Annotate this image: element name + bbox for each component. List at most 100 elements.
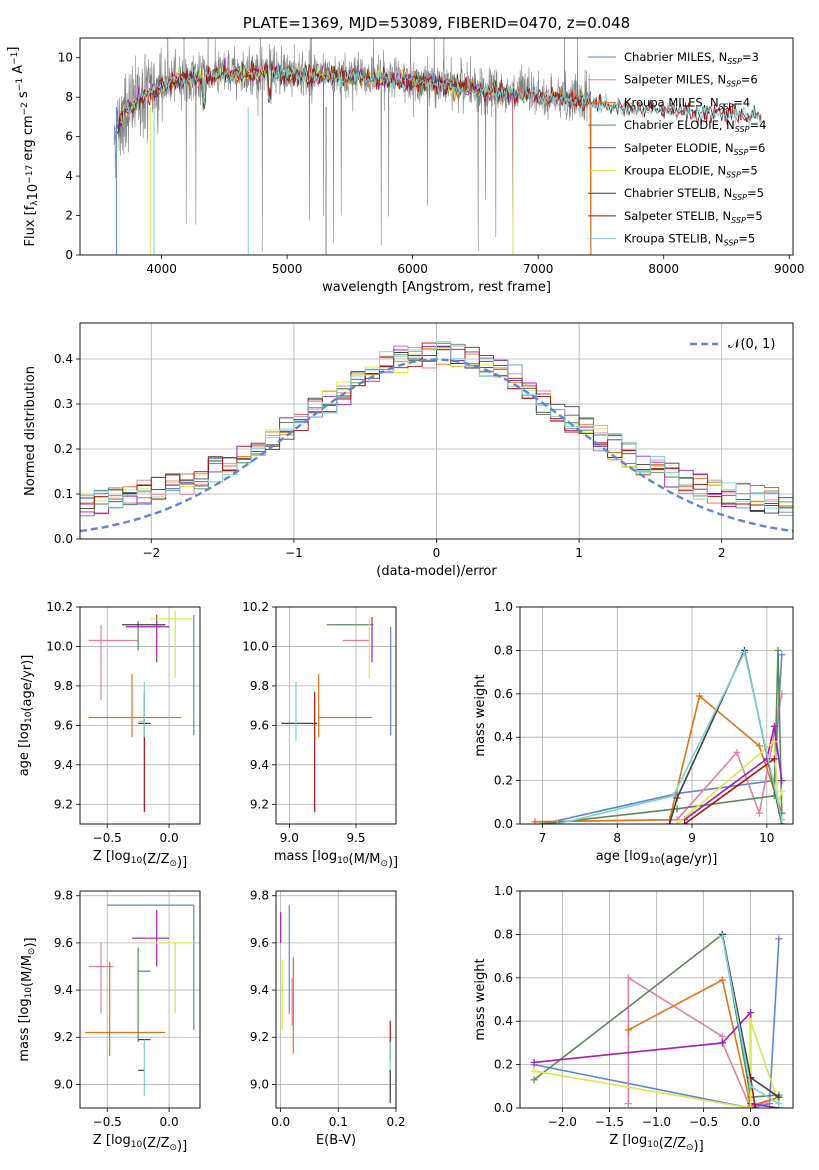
- error-point-2: [88, 674, 182, 738]
- x-tick-label: 0.0: [160, 831, 179, 845]
- legend-label-0: Chabrier MILES, NSSP=3: [624, 50, 759, 66]
- weight-marker: [531, 818, 539, 824]
- weight-marker: [775, 935, 783, 943]
- weight-line-2: [534, 695, 783, 823]
- plot-area: [80, 341, 793, 533]
- normal-curve: [80, 358, 793, 533]
- weight-marker: [755, 742, 763, 750]
- x-tick-label: 2: [718, 546, 726, 560]
- weight-marker: [778, 787, 786, 795]
- weight-marker: [770, 738, 778, 746]
- legend-label-3: Chabrier ELODIE, NSSP=4: [624, 118, 766, 134]
- y-tick-label: 10.2: [46, 600, 73, 614]
- weight-line-7: [684, 758, 775, 824]
- y-tick-label: 0.2: [494, 774, 513, 788]
- x-axis-label: mass [log10(M/M⊙)]: [274, 849, 398, 870]
- weight-marker: [733, 748, 741, 756]
- error-point-2: [84, 961, 166, 1057]
- weight-marker: [778, 777, 786, 785]
- y-tick-label: 1.0: [494, 600, 513, 614]
- x-tick-label: −1: [285, 546, 303, 560]
- weight-marker: [624, 1100, 632, 1108]
- y-tick-label: 0.3: [54, 397, 73, 411]
- x-axis-label: Z [log10(Z/Z⊙)]: [93, 1133, 187, 1154]
- error-point-0: [107, 904, 195, 1031]
- weight-marker: [770, 755, 778, 763]
- legend-label-4: Salpeter ELODIE, NSSP=6: [624, 141, 765, 157]
- axes-frame: [519, 606, 794, 825]
- axes-frame: [79, 37, 794, 256]
- y-tick-label: 9.2: [54, 797, 73, 811]
- weight-line-3: [533, 933, 779, 1098]
- x-tick-label: −2: [142, 546, 160, 560]
- weight-marker: [538, 820, 546, 824]
- y-tick-label: 9.6: [250, 936, 269, 950]
- overlay: 4000 5000 6000 7000 8000 9000 0 2 4 6 8 10 wavelengt…: [6, 14, 805, 295]
- panel-age-vs-Z: −0.5 0.0 9.2 9.4 9.6 9.8 10.0 10.2 Z [log10(Z/Z⊙…: [17, 600, 201, 870]
- error-point-8: [138, 681, 145, 738]
- weight-marker: [673, 820, 681, 824]
- overlay: −0.5 0.0 9.2 9.4 9.6 9.8 10.0 10.2 Z [log10(Z/Z⊙…: [17, 600, 201, 870]
- weight-marker: [718, 976, 726, 984]
- y-tick-label: 9.8: [250, 679, 269, 693]
- weight-line-5: [676, 740, 783, 824]
- weight-marker: [553, 820, 561, 824]
- y-tick-label: 0.2: [494, 1058, 513, 1072]
- axes-frame: [79, 606, 201, 825]
- y-tick-label: 9.2: [54, 1030, 73, 1044]
- x-tick-label: 0.1: [329, 1115, 348, 1129]
- x-axis-label: Z [log10(Z/Z⊙)]: [93, 849, 187, 870]
- y-tick-label: 9.6: [54, 718, 73, 732]
- histogram-8: [80, 341, 793, 509]
- plot-area: [84, 904, 195, 1097]
- x-tick-label: 9: [688, 831, 696, 845]
- x-tick-label: 8000: [648, 262, 679, 276]
- plot-area: [530, 930, 783, 1108]
- weight-line-8: [557, 651, 783, 824]
- y-tick-label: 0.6: [494, 687, 513, 701]
- y-tick-label: 0.1: [54, 487, 73, 501]
- x-tick-label: 7000: [523, 262, 554, 276]
- model-spectrum-4: [116, 57, 514, 255]
- panel-mass-vs-ebv: 0.0 0.1 0.2 9.0 9.2 9.4 9.6 9.8 E(B-V): [250, 889, 406, 1148]
- y-tick-label: 10.0: [46, 639, 73, 653]
- weight-marker: [751, 1104, 759, 1108]
- weight-marker: [530, 1058, 538, 1066]
- weight-marker: [681, 820, 689, 824]
- weight-marker: [747, 1104, 755, 1108]
- y-tick-label: 0.0: [494, 1101, 513, 1115]
- y-tick-label: 9.4: [54, 983, 73, 997]
- y-tick-label: 0.0: [54, 532, 73, 546]
- error-point-2: [318, 674, 372, 738]
- overlay: −0.5 0.0 9.0 9.2 9.4 9.6 9.8 Z [log10(Z/Z⊙)] mas…: [17, 889, 201, 1154]
- y-tick-label: 9.4: [250, 758, 269, 772]
- panel-spectrum: 4000 5000 6000 7000 8000 9000 0 2 4 6 8 10 wavelengt…: [6, 14, 805, 295]
- legend-label-7: Salpeter STELIB, NSSP=5: [624, 209, 763, 225]
- x-tick-label: 5000: [272, 262, 303, 276]
- weight-marker: [747, 1017, 755, 1025]
- weight-line-5: [533, 1020, 780, 1108]
- x-tick-label: −2.0: [548, 1115, 577, 1129]
- plot-area: [113, 38, 762, 255]
- weight-marker: [747, 1082, 755, 1090]
- x-tick-label: 7: [539, 831, 547, 845]
- x-tick-label: 0.0: [741, 1115, 760, 1129]
- x-tick-label: 6000: [397, 262, 428, 276]
- plot-area: [281, 616, 392, 813]
- y-axis-label: age [log10(age/yr)]: [17, 655, 35, 777]
- weight-marker: [718, 1039, 726, 1047]
- x-tick-label: 0.0: [271, 1115, 290, 1129]
- weight-marker: [669, 792, 677, 800]
- x-tick-label: 0: [433, 546, 441, 560]
- axes-frame: [275, 606, 397, 825]
- weight-marker: [778, 651, 786, 659]
- y-axis-label: mass [log10(M/M⊙)]: [17, 937, 38, 1061]
- y-tick-label: 9.8: [250, 889, 269, 903]
- weight-marker: [755, 809, 763, 817]
- x-axis-label: Z [log10(Z/Z⊙)]: [609, 1133, 703, 1154]
- y-tick-label: 9.0: [54, 1077, 73, 1091]
- legend-label-2: Kroupa MILES, NSSP=4: [624, 95, 750, 111]
- y-axis-label: Flux [fλ10−17 erg cm−2 s−1 A−1]: [6, 47, 41, 247]
- model-spectrum-8: [119, 64, 762, 125]
